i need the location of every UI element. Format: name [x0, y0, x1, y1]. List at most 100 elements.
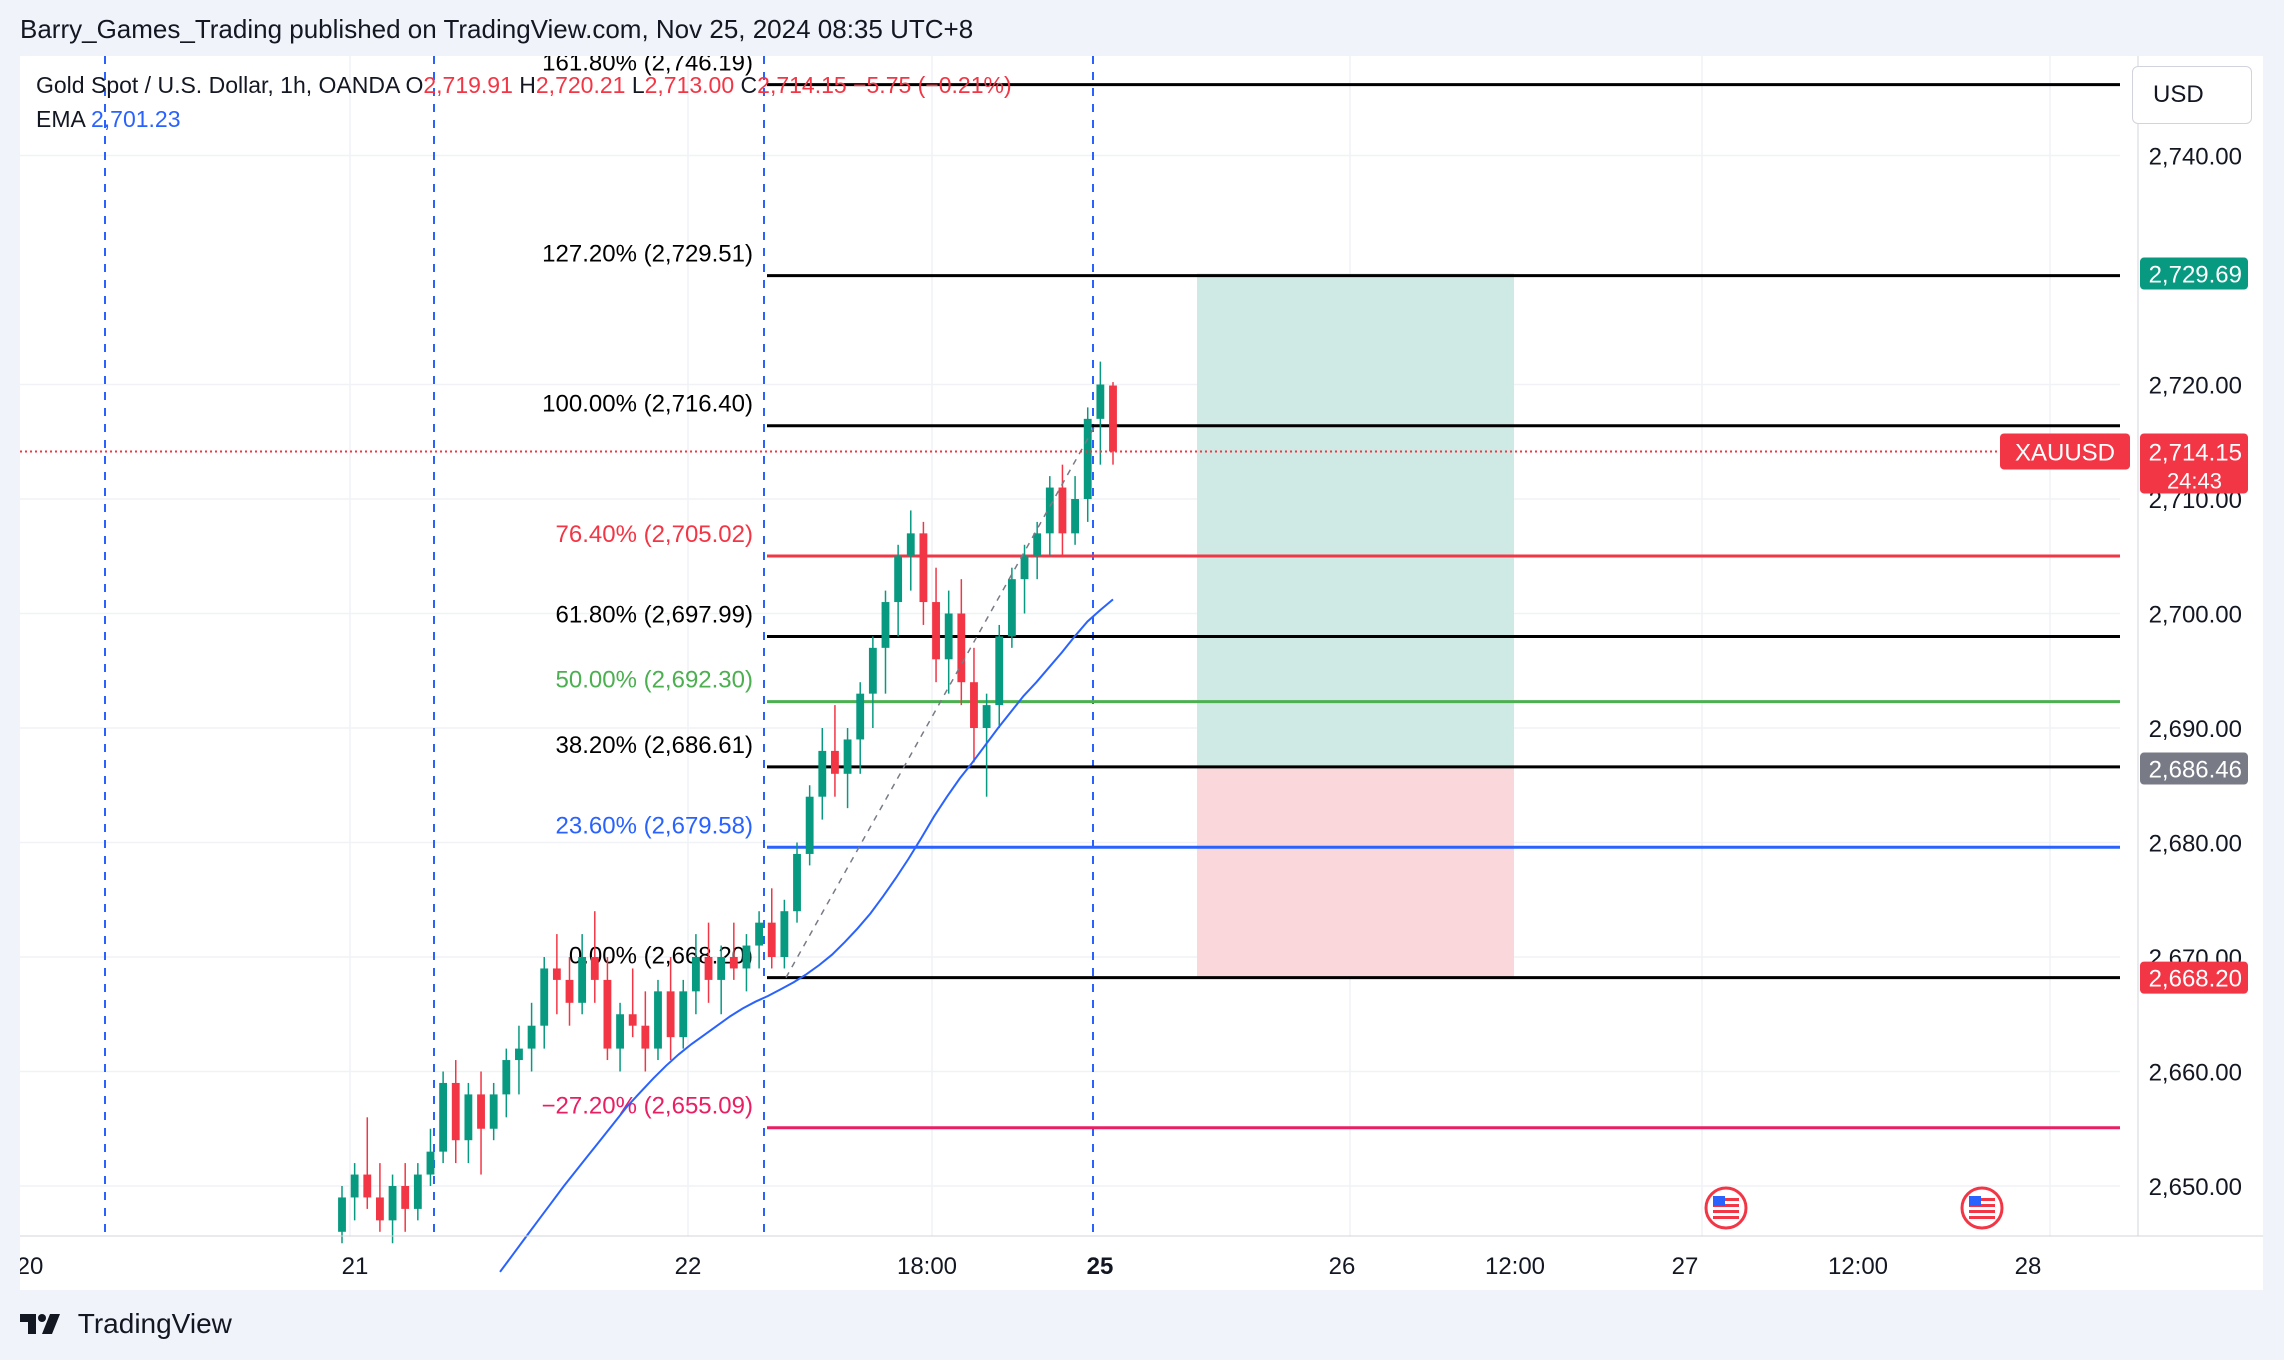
candle-body — [502, 1060, 511, 1095]
price-tick-label: 2,680.00 — [2149, 831, 2242, 858]
candle-body — [375, 1197, 384, 1221]
us-flag-canton — [1969, 1196, 1981, 1206]
publish-info: Barry_Games_Trading published on Trading… — [20, 14, 974, 44]
footer: TradingView — [20, 1306, 232, 1346]
candle-body — [755, 922, 764, 946]
currency-label: USD — [2153, 81, 2204, 108]
time-tick-label: 25 — [1087, 1253, 1114, 1280]
candle-body — [641, 1025, 650, 1049]
candle-body — [957, 613, 966, 683]
fib-level-label: 23.60% (2,679.58) — [556, 812, 753, 839]
candle-body — [793, 853, 801, 912]
price-tick-label: 2,690.00 — [2149, 716, 2242, 743]
candle-body — [451, 1082, 460, 1141]
candle-body — [691, 957, 700, 992]
time-tick-label: 28 — [2015, 1253, 2042, 1280]
time-tick-label: 12:00 — [1485, 1253, 1545, 1280]
candle-body — [742, 945, 751, 969]
time-tick-label: 27 — [1672, 1253, 1699, 1280]
fib-level-label: 76.40% (2,705.02) — [556, 521, 753, 548]
candle-body — [868, 647, 877, 694]
chart-area[interactable]: 161.80% (2,746.19) 127.20% (2,729.51) 100.… — [20, 56, 2263, 1290]
candle-body — [401, 1186, 410, 1209]
ema-value: 2,701.23 — [90, 106, 181, 132]
price-tag — [2140, 961, 2248, 994]
fib-level-label: 161.80% (2,746.19) — [542, 56, 753, 77]
candle-body — [944, 613, 953, 660]
candle-body — [540, 968, 549, 1026]
candle-body — [1045, 487, 1054, 534]
close-label: C — [740, 72, 758, 98]
candle-body — [704, 957, 713, 980]
candle-body — [439, 1082, 448, 1152]
candle-body — [995, 636, 1004, 706]
candle-body — [578, 957, 587, 1003]
time-tick-label: 26 — [1329, 1253, 1356, 1280]
price-tick-label: 2,700.00 — [2149, 602, 2242, 629]
candle-body — [515, 1048, 523, 1061]
candle-body — [919, 533, 928, 603]
time-tick-label: 20 — [20, 1253, 43, 1280]
candle-body — [350, 1174, 359, 1198]
price-chart[interactable]: 161.80% (2,746.19) 127.20% (2,729.51) 100.… — [20, 56, 2263, 1290]
candle-body — [426, 1151, 435, 1175]
ohlc-row: Gold Spot / U.S. Dollar, 1h, OANDA O2,71… — [36, 68, 1012, 102]
price-tag — [2140, 752, 2248, 785]
candle-body — [843, 739, 852, 774]
price-tag-label: 2,668.20 — [2149, 966, 2242, 993]
us-flag-event-icon — [1960, 1186, 2004, 1230]
candle-body — [338, 1197, 346, 1232]
candle-body — [413, 1174, 422, 1209]
candle-body — [363, 1174, 372, 1198]
candle-body — [1083, 418, 1092, 499]
low-value: 2,713.00 — [644, 72, 735, 98]
currency-selector[interactable]: USD — [2132, 66, 2252, 124]
candle-body — [616, 1014, 624, 1049]
us-flag-stripe — [1713, 1216, 1739, 1219]
last-price-tag — [2140, 433, 2248, 494]
us-flag-stripe — [1969, 1198, 1995, 1201]
candle-body — [565, 979, 574, 1003]
time-tick-label: 21 — [342, 1253, 369, 1280]
fib-trend-line — [785, 425, 1096, 978]
loss-zone — [1197, 768, 1514, 978]
publish-header: Barry_Games_Trading published on Trading… — [0, 0, 2284, 56]
candle-body — [818, 750, 827, 797]
open-label: O — [405, 72, 424, 98]
countdown-label: 24:43 — [2167, 468, 2222, 493]
last-price-label: 2,714.15 — [2149, 439, 2242, 466]
high-label: H — [519, 72, 536, 98]
high-value: 2,720.21 — [535, 72, 626, 98]
tradingview-logo-icon — [20, 1313, 60, 1334]
candle-body — [894, 556, 903, 603]
candle-body — [654, 991, 662, 1049]
price-tick-label: 2,720.00 — [2149, 373, 2242, 400]
candle-body — [603, 979, 612, 1049]
candle-body — [982, 705, 991, 728]
footer-brand: TradingView — [77, 1307, 232, 1339]
candle-body — [856, 693, 865, 740]
candle-body — [970, 682, 978, 728]
candle-body — [1033, 533, 1042, 557]
candle-body — [1096, 384, 1105, 419]
candle-body — [679, 991, 688, 1038]
price-tag — [2140, 257, 2248, 290]
candle-body — [1109, 385, 1117, 452]
candle-body — [729, 957, 738, 969]
candle-body — [881, 602, 890, 648]
symbol-tag-label: XAUUSD — [2015, 439, 2115, 466]
fib-level-label: 127.20% (2,729.51) — [542, 241, 753, 268]
open-value: 2,719.91 — [423, 72, 513, 98]
ema-row: EMA 2,701.23 — [36, 102, 1012, 136]
fib-level-label: 100.00% (2,716.40) — [542, 391, 753, 418]
us-flag-canton — [1713, 1196, 1725, 1206]
candle-body — [780, 911, 789, 957]
fib-level-label: 61.80% (2,697.99) — [556, 602, 753, 629]
ema-line — [499, 598, 1114, 1273]
candle-body — [552, 968, 561, 980]
candle-body — [590, 957, 599, 980]
price-tick-label: 2,660.00 — [2149, 1060, 2242, 1087]
fib-level-label: 50.00% (2,692.30) — [556, 667, 753, 694]
profit-zone — [1197, 273, 1514, 769]
close-value: 2,714.15 — [757, 72, 847, 98]
